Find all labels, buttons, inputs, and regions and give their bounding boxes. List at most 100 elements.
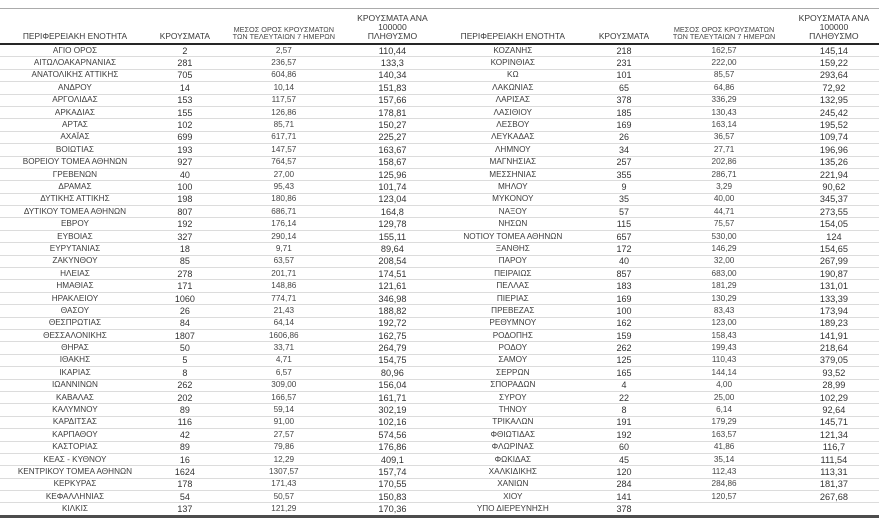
cases-cell: 116 <box>149 416 220 430</box>
per100k-cell: 409,1 <box>347 453 437 467</box>
cases-cell: 198 <box>149 193 220 207</box>
per100k-cell: 267,68 <box>788 490 879 504</box>
cases-cell: 281 <box>149 56 220 70</box>
region-cell: ΡΕΘΥΜΝΟΥ <box>437 317 589 331</box>
avg7-cell: 336,29 <box>659 94 789 107</box>
region-cell: ΠΑΡΟΥ <box>437 255 589 269</box>
cases-cell: 84 <box>149 317 220 331</box>
cases-cell: 18 <box>149 242 220 256</box>
table-row: ΘΑΣΟΥ 26 21,43 188,82 <box>0 304 437 318</box>
avg7-cell: 166,57 <box>219 391 348 405</box>
avg7-cell: 202,86 <box>659 156 789 169</box>
cases-cell: 4 <box>588 379 660 392</box>
table-row: ΣΕΡΡΩΝ 165 144,14 93,52 <box>437 366 879 380</box>
table-row: ΧΑΝΙΩΝ 284 284,86 181,37 <box>437 478 879 492</box>
per100k-cell: 162,75 <box>347 329 437 343</box>
table-row: ΗΜΑΘΙΑΣ 171 148,86 121,61 <box>0 279 437 293</box>
region-cell: ΔΥΤΙΚΟΥ ΤΟΜΕΑ ΑΘΗΝΩΝ <box>0 205 150 219</box>
table-row: ΡΟΔΟΠΗΣ 159 158,43 141,91 <box>437 329 879 343</box>
table-row: ΗΡΑΚΛΕΙΟΥ 1060 774,71 346,98 <box>0 292 437 306</box>
per100k-cell: 89,64 <box>347 242 437 256</box>
table-row: ΔΥΤΙΚΟΥ ΤΟΜΕΑ ΑΘΗΝΩΝ 807 686,71 164,8 <box>0 205 437 219</box>
avg7-cell: 146,29 <box>659 242 789 256</box>
table-row: ΒΟΙΩΤΙΑΣ 193 147,57 163,67 <box>0 143 437 157</box>
avg7-cell: 121,29 <box>271 504 297 514</box>
cases-cell: 8 <box>588 403 660 417</box>
cases-cell: 137 <box>177 504 193 515</box>
avg7-cell: 163,14 <box>659 118 789 132</box>
per100k-cell: 192,72 <box>347 317 437 331</box>
avg7-cell: 110,43 <box>659 354 789 368</box>
per100k-cell: 109,74 <box>788 131 879 145</box>
region-cell: ΘΗΡΑΣ <box>0 341 150 355</box>
avg7-cell: 79,86 <box>219 441 348 454</box>
cases-cell: 2 <box>149 44 220 58</box>
table-row: ΡΕΘΥΜΝΟΥ 162 123,00 189,23 <box>437 317 879 331</box>
table-row: ΜΑΓΝΗΣΙΑΣ 257 202,86 135,26 <box>437 156 879 169</box>
avg7-cell: 21,43 <box>219 304 348 318</box>
region-cell: ΜΥΚΟΝΟΥ <box>437 193 589 207</box>
region-cell: ΦΘΙΩΤΙΔΑΣ <box>437 428 589 442</box>
cases-cell: 1060 <box>149 292 220 306</box>
cases-cell: 162 <box>588 317 660 331</box>
cases-cell: 169 <box>588 292 660 306</box>
cases-cell: 378 <box>616 504 632 515</box>
avg7-cell: 64,14 <box>219 317 348 331</box>
per100k-cell: 159,22 <box>788 56 879 70</box>
header-cases-per-100k: ΚΡΟΥΣΜΑΤΑ ΑΝΑ 100000 ΠΛΗΘΥΣΜΟ <box>788 9 879 45</box>
avg7-cell: 236,57 <box>219 56 348 70</box>
region-cell: ΑΝΔΡΟΥ <box>0 81 150 95</box>
cases-cell: 22 <box>588 391 660 405</box>
region-cell: ΚΕΑΣ - ΚΥΘΝΟΥ <box>0 453 150 467</box>
table-body-left: ΑΓΙΟ ΟΡΟΣ 2 2,57 110,44 ΑΙΤΩΛΟΑΚΑΡΝΑΝΙΑΣ 281 2… <box>0 44 437 515</box>
cases-cell: 42 <box>149 428 220 442</box>
table-row: ΗΛΕΙΑΣ 278 201,71 174,51 <box>0 267 437 281</box>
region-cell: ΚΑΣΤΟΡΙΑΣ <box>0 441 150 454</box>
region-cell: ΕΥΒΟΙΑΣ <box>0 230 150 244</box>
per100k-cell: 225,27 <box>347 131 437 145</box>
per100k-cell: 150,27 <box>347 118 437 132</box>
per100k-cell: 379,05 <box>788 354 879 368</box>
avg7-cell: 44,71 <box>659 205 789 219</box>
avg7-cell: 75,57 <box>659 217 789 231</box>
cases-cell: 34 <box>588 143 660 157</box>
per100k-cell: 80,96 <box>347 366 437 380</box>
region-cell: ΛΕΣΒΟΥ <box>437 118 589 132</box>
region-cell: ΞΑΝΘΗΣ <box>437 242 589 256</box>
cases-cell: 927 <box>149 156 220 169</box>
cases-cell: 171 <box>149 279 220 293</box>
per100k-cell: 124 <box>788 230 879 244</box>
region-cell: ΜΑΓΝΗΣΙΑΣ <box>437 156 589 169</box>
per100k-cell: 176,86 <box>347 441 437 454</box>
table-row: ΑΝΔΡΟΥ 14 10,14 151,83 <box>0 81 437 95</box>
per100k-cell: 151,83 <box>347 81 437 95</box>
avg7-cell: 158,43 <box>659 329 789 343</box>
per100k-cell: 157,74 <box>347 465 437 479</box>
region-cell: ΦΛΩΡΙΝΑΣ <box>437 441 589 454</box>
avg7-cell: 2,57 <box>219 44 348 58</box>
per100k-cell: 157,66 <box>347 94 437 107</box>
per100k-cell: 93,52 <box>788 366 879 380</box>
cases-cell: 262 <box>149 379 220 392</box>
region-cell: ΚΑΛΥΜΝΟΥ <box>0 403 150 417</box>
cases-cell: 193 <box>149 143 220 157</box>
cases-cell: 5 <box>149 354 220 368</box>
avg7-cell: 83,43 <box>659 304 789 318</box>
per100k-cell: 102,29 <box>788 391 879 405</box>
avg7-cell: 201,71 <box>219 267 348 281</box>
cases-cell: 45 <box>588 453 660 467</box>
per100k-cell: 111,54 <box>788 453 879 467</box>
avg7-cell: 63,57 <box>219 255 348 269</box>
region-cell: ΔΡΑΜΑΣ <box>0 180 150 194</box>
per100k-cell: 113,31 <box>788 465 879 479</box>
header-7day-average: ΜΕΣΟΣ ΟΡΟΣ ΚΡΟΥΣΜΑΤΩΝ ΤΩΝ ΤΕΛΕΥΤΑΙΩΝ 7 Η… <box>219 9 348 45</box>
avg7-cell: 1606,86 <box>219 329 348 343</box>
avg7-cell: 290,14 <box>219 230 348 244</box>
table-row: ΚΑΣΤΟΡΙΑΣ 89 79,86 176,86 <box>0 441 437 454</box>
per100k-cell: 132,95 <box>788 94 879 107</box>
table-row: ΚΕΡΚΥΡΑΣ 178 171,43 170,55 <box>0 478 437 492</box>
table-row: ΚΩ 101 85,57 293,64 <box>437 69 879 83</box>
cases-cell: 26 <box>149 304 220 318</box>
region-cell: ΒΟΙΩΤΙΑΣ <box>0 143 150 157</box>
avg7-cell: 64,86 <box>659 81 789 95</box>
